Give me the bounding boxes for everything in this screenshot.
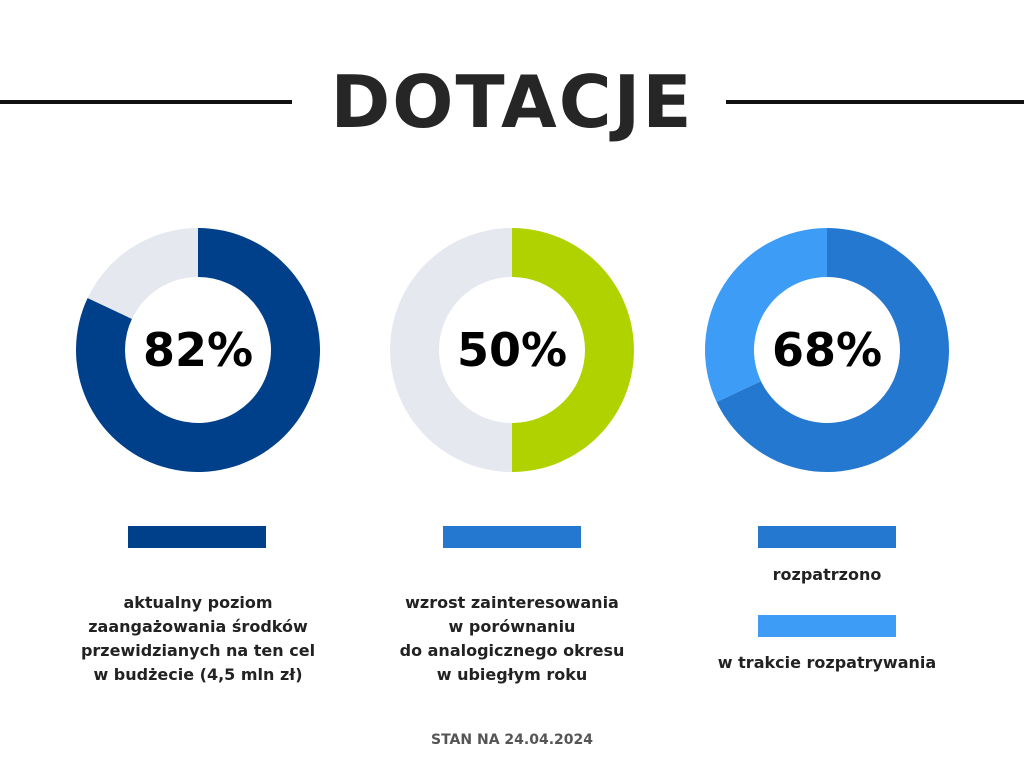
caption-3a: rozpatrzono — [772, 565, 882, 584]
legend-swatch-3b — [758, 615, 896, 637]
donut-3-slice-2 — [705, 228, 827, 402]
caption-1: aktualny poziom zaangażowania środków pr… — [48, 591, 348, 687]
donut-1-slice-2 — [87, 228, 198, 319]
caption-2-line-4: w ubiegłym roku — [436, 665, 588, 684]
donut-chart-3: 68% — [705, 228, 949, 472]
caption-3b: w trakcie rozpatrywania — [717, 653, 937, 672]
caption-1-line-2: zaangażowania środków — [88, 617, 308, 636]
caption-1-line-3: przewidzianych na ten cel — [80, 641, 316, 660]
caption-1-line-1: aktualny poziom — [123, 593, 273, 612]
donut-2-slice-2 — [390, 228, 512, 472]
caption-2-line-1: wzrost zainteresowania — [405, 593, 619, 612]
donut-1-slice-1 — [76, 228, 320, 472]
title-rule-left — [0, 100, 292, 104]
footer-date: STAN NA 24.04.2024 — [431, 732, 593, 748]
donut-value-2: 50% — [456, 323, 568, 377]
donut-value-1: 82% — [142, 323, 254, 377]
donut-svg-3 — [705, 228, 949, 472]
donut-2-slice-1 — [512, 228, 634, 472]
page-title: DOTACJE — [330, 60, 694, 144]
caption-2-line-3: do analogicznego okresu — [399, 641, 625, 660]
legend-swatch-2 — [443, 526, 581, 548]
donut-3-slice-1 — [716, 228, 949, 472]
donut-value-3: 68% — [771, 323, 883, 377]
legend-swatch-1 — [128, 526, 266, 548]
caption-1-line-4: w budżecie (4,5 mln zł) — [93, 665, 303, 684]
legend-swatch-3a — [758, 526, 896, 548]
title-rule-right — [726, 100, 1024, 104]
donut-svg-1 — [76, 228, 320, 472]
donut-chart-1: 82% — [76, 228, 320, 472]
donut-svg-2 — [390, 228, 634, 472]
donut-chart-2: 50% — [390, 228, 634, 472]
caption-2-line-2: w porównaniu — [448, 617, 576, 636]
caption-2: wzrost zainteresowania w porównaniu do a… — [362, 591, 662, 687]
